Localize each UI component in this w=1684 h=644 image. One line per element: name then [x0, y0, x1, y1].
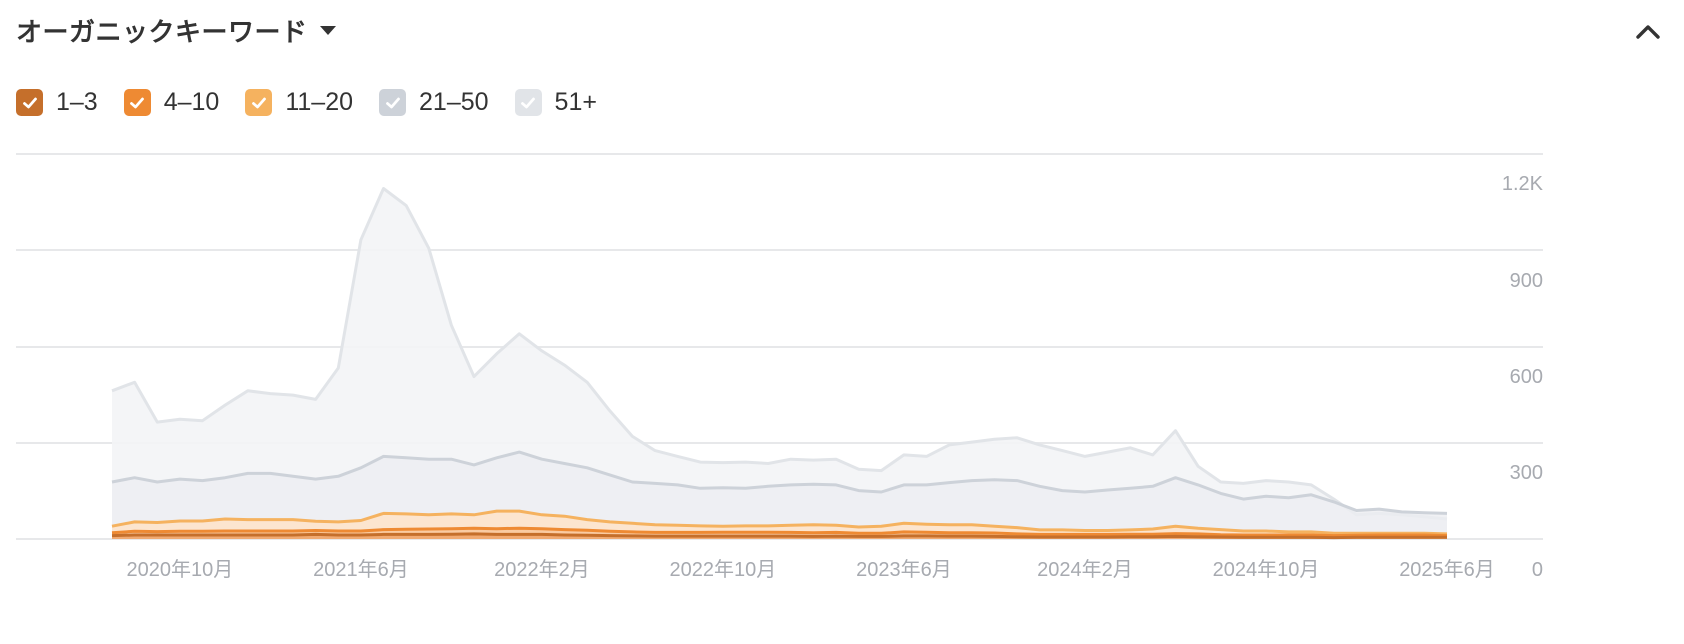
x-tick-label: 2024年10月	[1213, 558, 1320, 581]
chevron-up-icon	[1636, 25, 1660, 39]
legend-checkbox[interactable]	[379, 89, 407, 116]
legend-item-1[interactable]: 1–3	[16, 88, 98, 117]
y-tick-label: 0	[1532, 559, 1543, 581]
check-icon	[251, 97, 266, 108]
legend-item-5[interactable]: 51+	[514, 88, 597, 117]
caret-down-icon	[319, 26, 336, 35]
check-icon	[385, 97, 400, 108]
x-tick-label: 2020年10月	[127, 558, 234, 581]
legend-checkbox[interactable]	[245, 89, 273, 116]
x-tick-label: 2023年6月	[856, 558, 952, 581]
x-tick-label: 2025年6月	[1399, 558, 1495, 581]
check-icon	[521, 97, 535, 108]
y-tick-label: 1.2K	[1502, 173, 1544, 195]
legend-item-4[interactable]: 21–50	[379, 88, 489, 117]
check-icon	[22, 97, 37, 108]
legend-label: 1–3	[56, 88, 98, 116]
series-line	[111, 450, 1448, 515]
legend-checkbox[interactable]	[16, 89, 43, 116]
chart-title: オーガニックキーワード	[16, 18, 308, 48]
series-5	[111, 532, 1447, 540]
series-line	[111, 509, 1448, 536]
x-tick-label: 2024年2月	[1037, 558, 1133, 581]
y-tick-label: 600	[1510, 366, 1543, 388]
series-line	[111, 187, 1448, 521]
legend-item-3[interactable]: 11–20	[245, 88, 353, 117]
x-tick-label: 2021年6月	[313, 558, 409, 581]
legend-label: 51+	[554, 88, 597, 116]
series-line	[111, 532, 1447, 540]
y-tick-label: 900	[1510, 270, 1543, 292]
chart-legend: 1–3 4–10 11–20 21–50 51+	[16, 88, 623, 117]
collapse-button[interactable]	[1632, 16, 1664, 48]
x-tick-label: 2022年10月	[670, 558, 777, 581]
organic-keywords-dropdown[interactable]: オーガニックキーワード	[16, 12, 336, 49]
chart-header: オーガニックキーワード	[0, 0, 1684, 62]
legend-item-2[interactable]: 4–10	[123, 88, 220, 117]
series-1	[111, 187, 1448, 539]
y-tick-label: 300	[1510, 462, 1543, 484]
legend-label: 11–20	[285, 88, 354, 116]
legend-label: 21–50	[419, 88, 489, 116]
legend-checkbox[interactable]	[123, 89, 151, 116]
series-line	[111, 526, 1448, 538]
check-icon	[130, 97, 145, 108]
legend-label: 4–10	[163, 88, 220, 116]
x-tick-label: 2022年2月	[494, 558, 590, 581]
legend-checkbox[interactable]	[514, 89, 542, 116]
